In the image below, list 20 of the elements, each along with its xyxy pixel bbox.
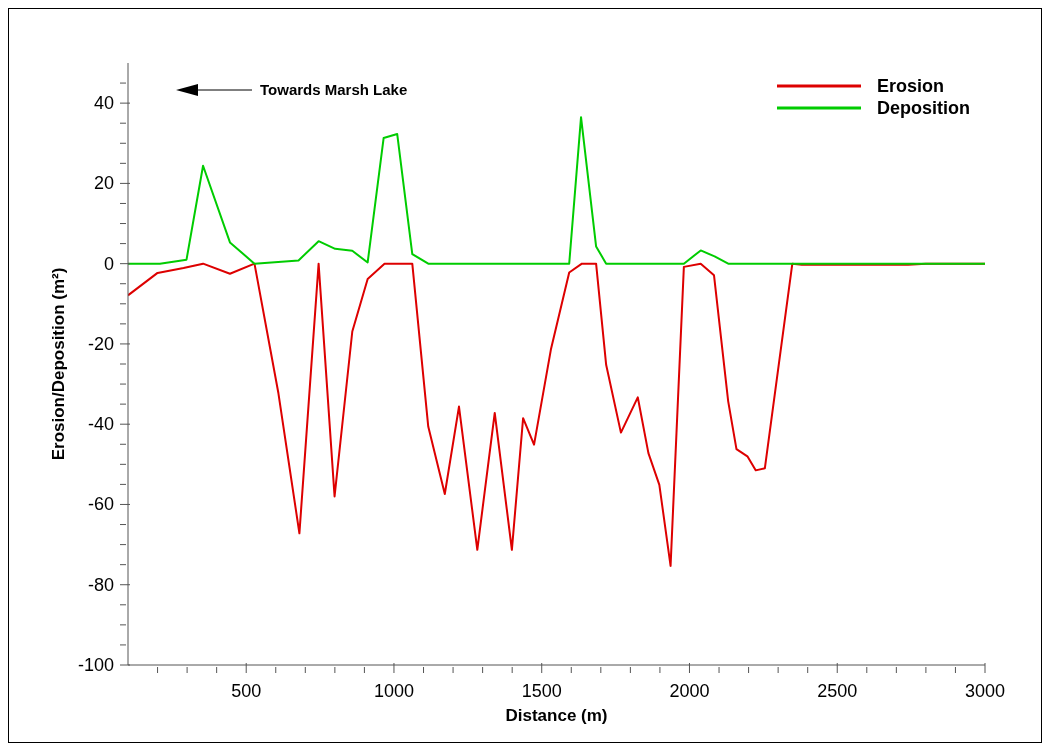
- y-tick-label: -80: [87, 574, 114, 595]
- y-tick-label: -20: [87, 333, 114, 354]
- y-tick-label: 0: [103, 253, 114, 274]
- x-tick-label: 500: [231, 681, 262, 701]
- y-axis-title: Erosion/Deposition (m²): [49, 267, 68, 461]
- x-tick-label: 2000: [669, 681, 710, 701]
- x-tick-label: 1500: [521, 681, 562, 701]
- x-axis-title: Distance (m): [505, 706, 608, 725]
- y-tick-label: -40: [87, 414, 114, 435]
- line-series: [128, 116, 985, 265]
- annotation: Towards Marsh Lake: [260, 81, 408, 98]
- x-tick-label: 3000: [964, 681, 1006, 701]
- y-tick-label: 40: [93, 93, 114, 114]
- legend-label: Erosion: [877, 75, 945, 97]
- legend-label: Deposition: [877, 97, 970, 119]
- y-tick-label: -60: [87, 494, 114, 515]
- x-tick-label: 1000: [373, 681, 414, 701]
- y-tick-label: 20: [93, 173, 114, 194]
- x-tick-label: 2500: [817, 681, 858, 701]
- y-tick-label: -100: [77, 655, 114, 675]
